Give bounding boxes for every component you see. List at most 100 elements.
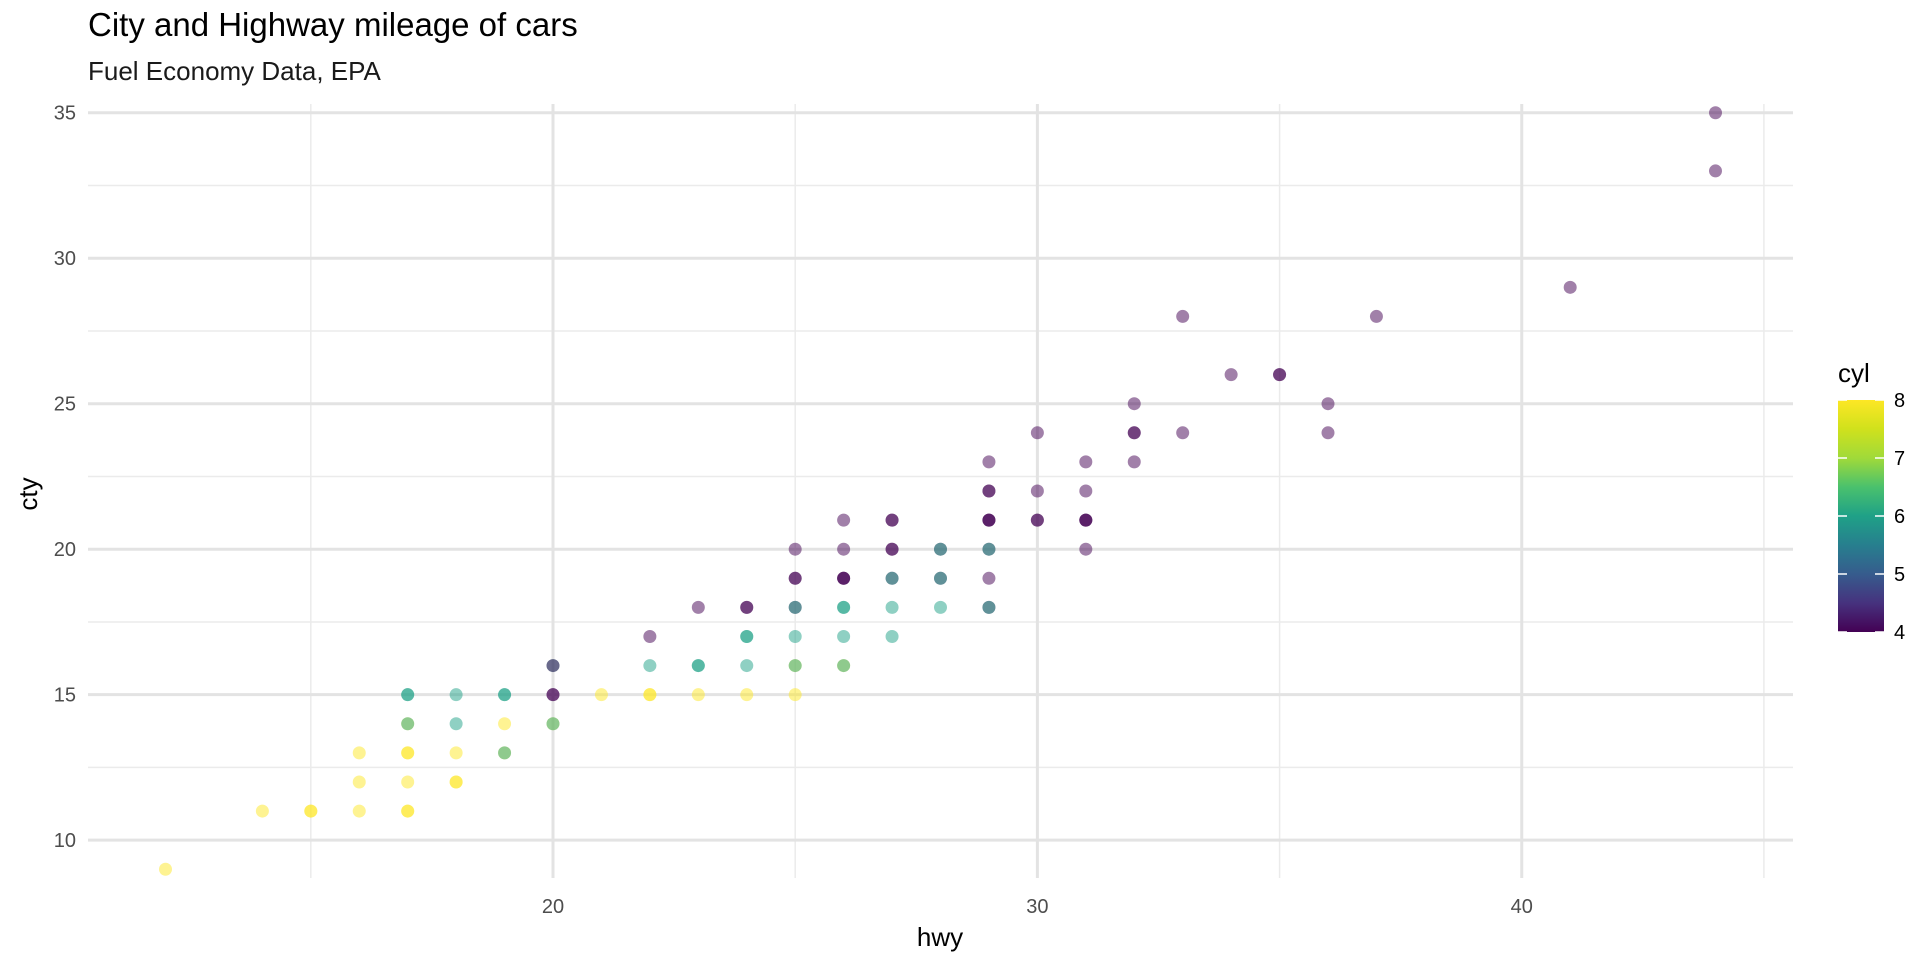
scatter-point: [740, 600, 754, 614]
scatter-point: [1127, 426, 1141, 440]
scatter-point: [837, 571, 851, 585]
scatter-point: [982, 600, 996, 614]
scatter-point: [934, 571, 947, 585]
scatter-point: [401, 775, 415, 789]
legend-tick-label: 6: [1894, 506, 1905, 528]
scatter-point: [401, 717, 415, 731]
legend-tick-label: 8: [1894, 390, 1905, 412]
scatter-point: [1127, 455, 1141, 469]
scatter-point: [837, 659, 851, 673]
scatter-point: [1030, 513, 1044, 527]
chart-title: City and Highway mileage of cars: [88, 6, 578, 43]
scatter-point: [352, 775, 366, 789]
scatter-point: [352, 746, 366, 760]
y-tick-label: 15: [54, 685, 76, 707]
scatter-point: [788, 542, 802, 556]
scatter-point: [1030, 426, 1044, 440]
scatter-point: [1224, 368, 1238, 382]
scatter-point: [643, 659, 657, 673]
scatter-point: [885, 600, 899, 614]
scatter-point: [546, 688, 560, 702]
scatter-point: [691, 688, 705, 702]
scatter-point: [740, 659, 754, 673]
gridlines: [88, 104, 1793, 878]
scatter-point: [1321, 397, 1335, 411]
x-tick-label: 30: [1026, 896, 1048, 918]
scatter-point: [401, 746, 415, 760]
data-points: [159, 106, 1722, 876]
scatter-point: [546, 717, 560, 731]
scatter-point: [1563, 280, 1577, 294]
scatter-point: [1176, 426, 1190, 440]
scatter-point: [982, 455, 996, 469]
scatter-point: [1709, 164, 1722, 178]
scatter-point: [159, 862, 172, 876]
scatter-point: [885, 542, 899, 556]
scatter-point: [449, 688, 463, 702]
scatter-point: [1030, 484, 1044, 498]
scatter-point: [401, 804, 415, 818]
y-tick-label: 30: [54, 248, 76, 270]
scatter-point: [788, 629, 802, 643]
scatter-point: [982, 542, 996, 556]
scatter-point: [1127, 397, 1141, 411]
scatter-point: [982, 513, 996, 527]
scatter-point: [401, 688, 415, 702]
y-tick-label: 35: [54, 103, 76, 125]
scatter-point: [1079, 542, 1093, 556]
scatter-point: [1321, 426, 1335, 440]
scatter-point: [1079, 513, 1093, 527]
scatter-point: [837, 600, 851, 614]
x-axis-title: hwy: [917, 922, 963, 952]
scatter-point: [982, 484, 996, 498]
scatter-point: [352, 804, 366, 818]
scatter-point: [885, 571, 899, 585]
scatter-point: [788, 600, 802, 614]
legend-tick-label: 5: [1894, 564, 1905, 586]
legend-tick-label: 4: [1894, 622, 1905, 644]
scatter-point: [837, 542, 851, 556]
scatter-point: [449, 717, 463, 731]
scatter-point: [740, 629, 754, 643]
y-tick-label: 20: [54, 539, 76, 561]
scatter-point: [788, 659, 802, 673]
legend-ticks: 4 5 6 7 8: [1838, 390, 1905, 644]
legend-title: cyl: [1838, 358, 1870, 388]
scatter-point: [837, 513, 851, 527]
scatter-point: [885, 513, 899, 527]
scatter-point: [740, 688, 754, 702]
y-axis-ticks: 10 15 20 25 30 35: [54, 103, 76, 852]
x-axis-ticks: 20 30 40: [542, 896, 1533, 918]
scatter-point: [1709, 106, 1722, 120]
scatter-point: [1079, 484, 1093, 498]
scatter-point: [546, 659, 560, 673]
x-tick-label: 20: [542, 896, 564, 918]
y-tick-label: 25: [54, 394, 76, 416]
scatter-point: [837, 629, 851, 643]
y-tick-label: 10: [54, 830, 76, 852]
scatter-point: [1369, 309, 1383, 323]
scatter-point: [449, 775, 463, 789]
scatter-point: [255, 804, 269, 818]
scatter-point: [643, 688, 657, 702]
scatter-point: [934, 542, 947, 556]
y-axis-title: cty: [13, 477, 43, 510]
scatter-point: [449, 746, 463, 760]
scatter-point: [691, 600, 705, 614]
scatter-point: [498, 746, 512, 760]
scatter-point: [788, 571, 802, 585]
scatter-point: [691, 659, 705, 673]
scatter-point: [498, 688, 512, 702]
scatter-point: [788, 688, 802, 702]
scatter-point: [1079, 455, 1093, 469]
scatter-point: [1273, 368, 1287, 382]
scatter-point: [498, 717, 512, 731]
scatter-point: [594, 688, 608, 702]
scatter-point: [982, 571, 996, 585]
scatter-point: [643, 629, 657, 643]
scatter-point: [934, 600, 947, 614]
x-tick-label: 40: [1511, 896, 1533, 918]
legend-tick-label: 7: [1894, 448, 1905, 470]
chart-subtitle: Fuel Economy Data, EPA: [88, 56, 381, 86]
